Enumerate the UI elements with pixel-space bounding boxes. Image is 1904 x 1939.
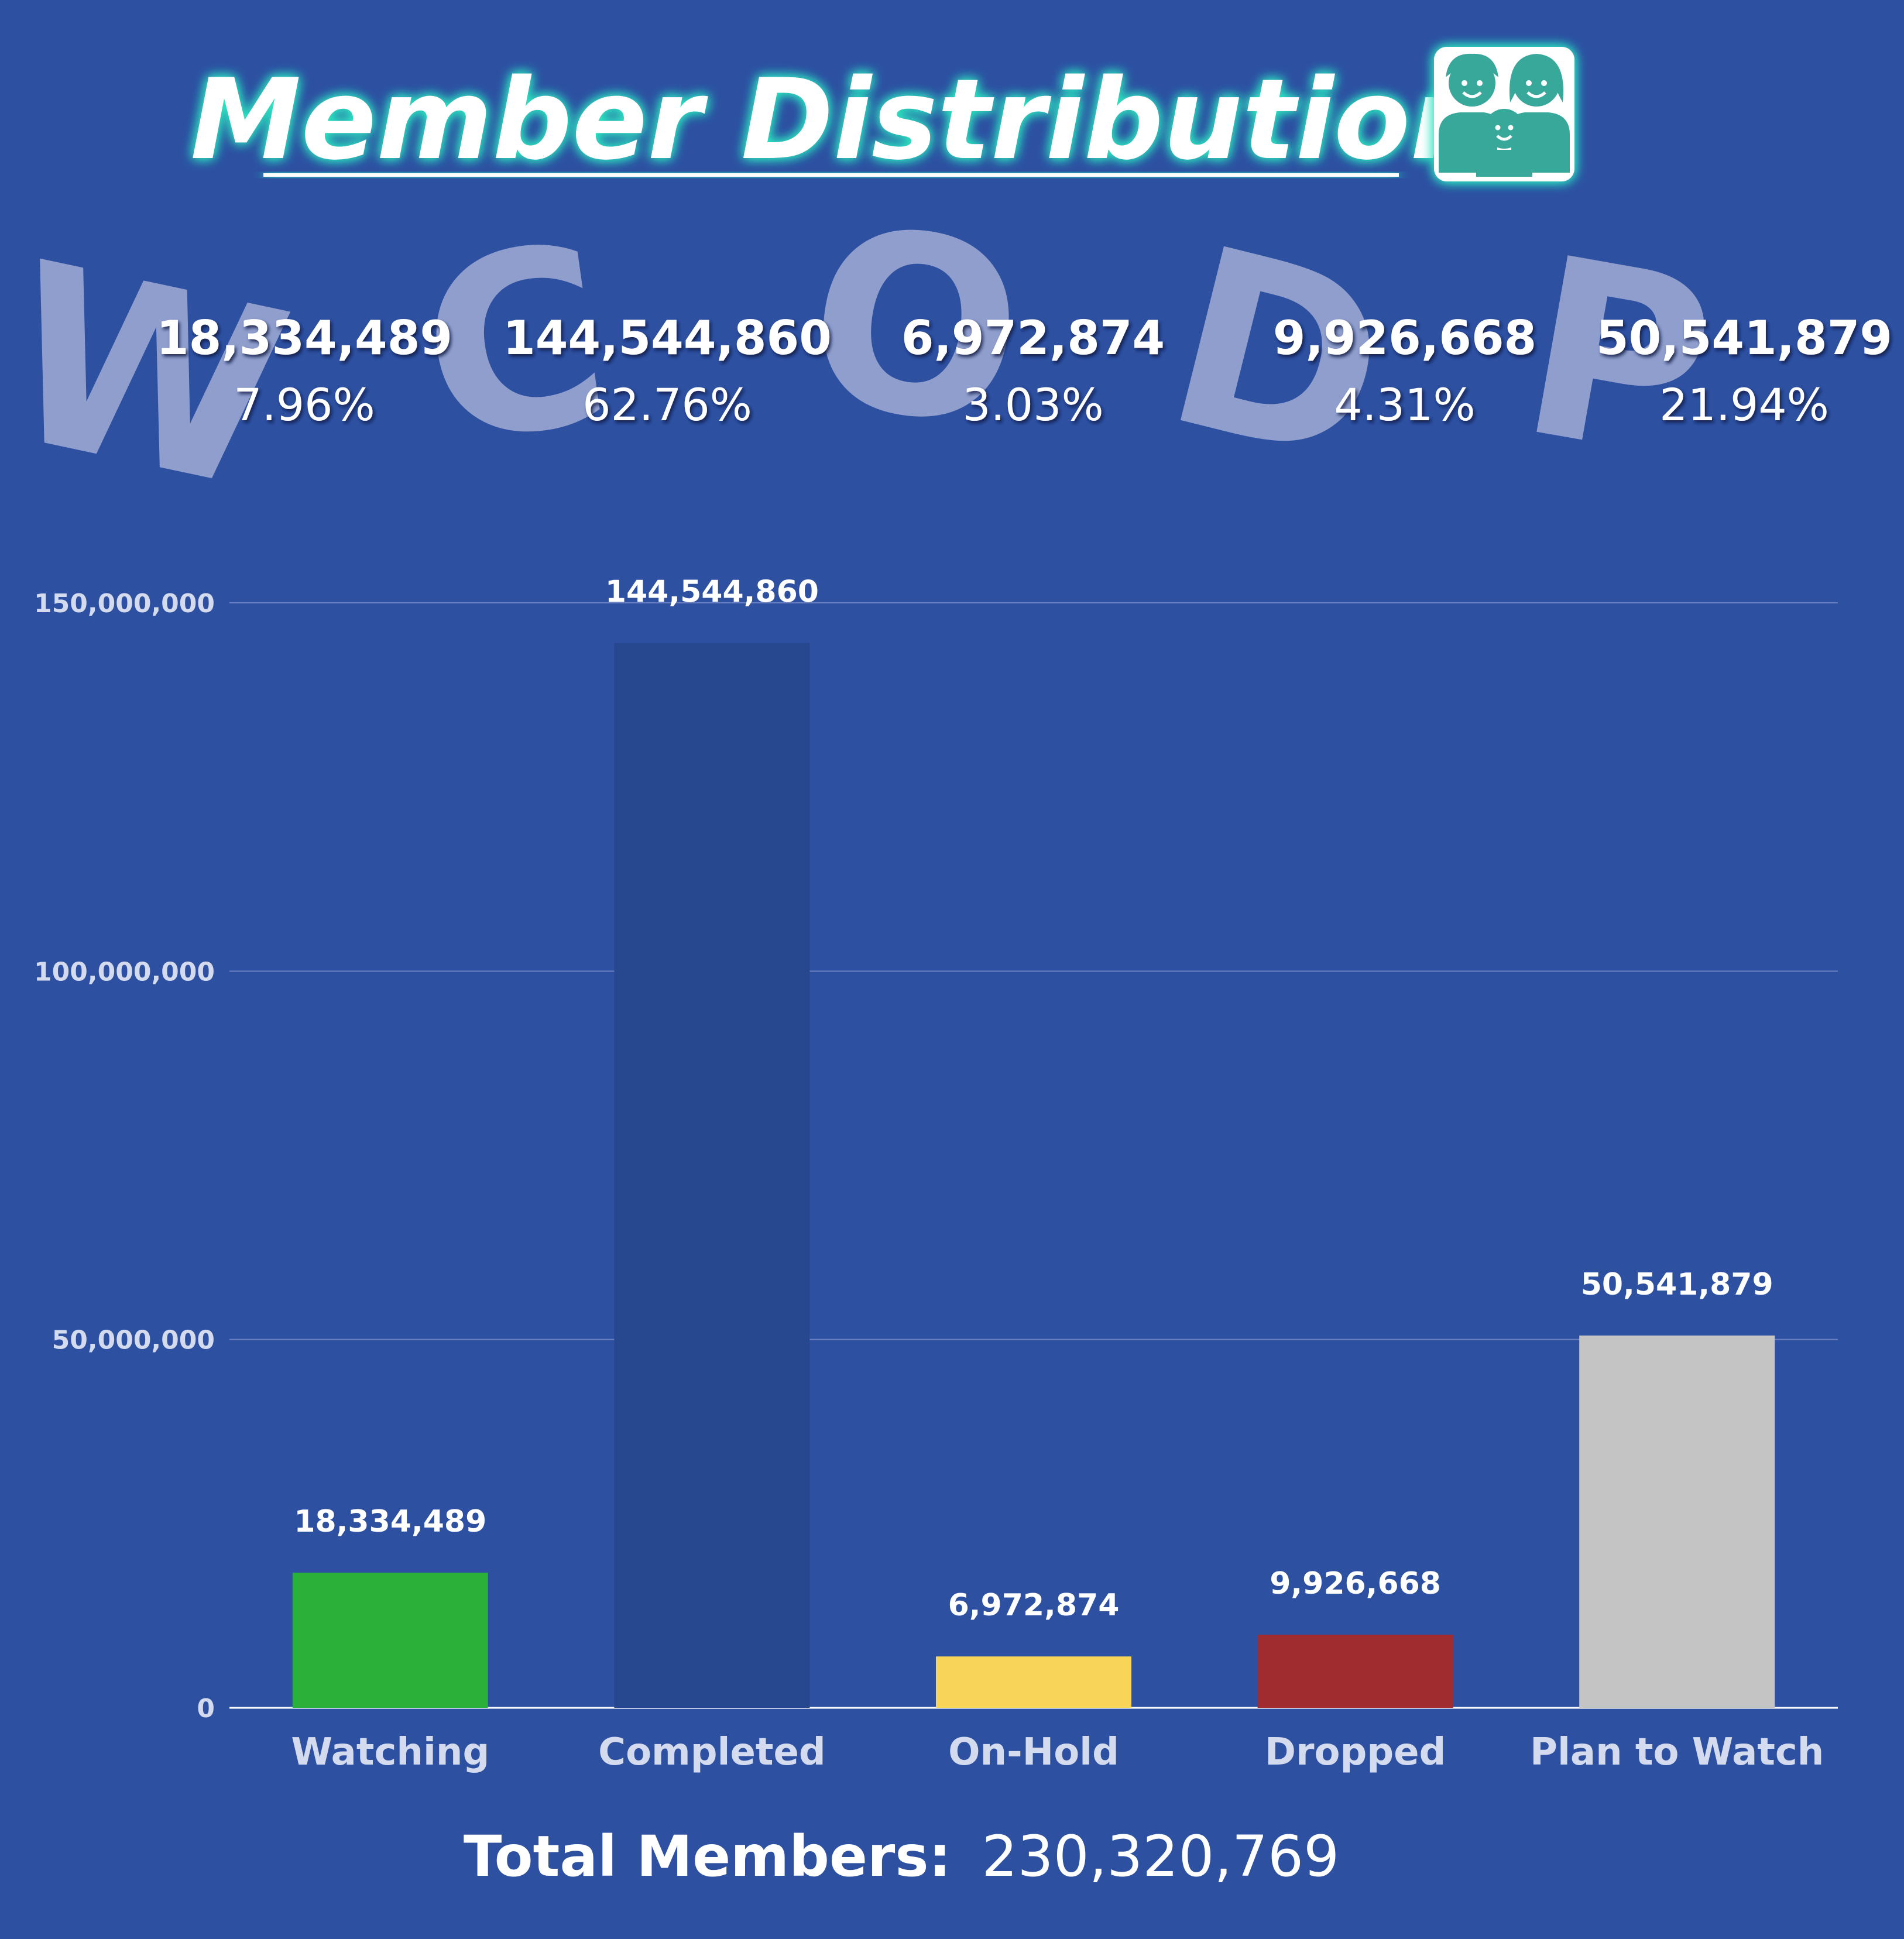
summary-percent: 62.76% [582, 379, 752, 431]
bar-value-label: 9,926,668 [1270, 1566, 1441, 1601]
y-tick-label: 100,000,000 [34, 957, 215, 987]
bar [1257, 1635, 1453, 1708]
y-tick-label: 150,000,000 [34, 589, 215, 619]
bars [292, 643, 1775, 1708]
watermark-letter: O [792, 171, 1039, 484]
total-value: 230,320,769 [982, 1824, 1339, 1889]
x-category-label: Dropped [1265, 1731, 1446, 1774]
summary-count: 9,926,668 [1273, 311, 1536, 365]
bar-value-label: 50,541,879 [1581, 1267, 1773, 1302]
bar-value-label: 144,544,860 [605, 575, 819, 610]
x-category-label: Plan to Watch [1530, 1731, 1824, 1774]
bar [292, 1573, 488, 1708]
summary-count: 6,972,874 [901, 311, 1165, 365]
bar-chart: 0 50,000,000 100,000,000 150,000,000 18,334… [34, 575, 1838, 1774]
summary-percent: 21.94% [1659, 379, 1829, 431]
bar [614, 643, 810, 1708]
x-category-label: On-Hold [948, 1731, 1119, 1774]
y-tick-label: 0 [197, 1694, 215, 1724]
x-category-label: Watching [291, 1731, 489, 1774]
summary-count: 18,334,489 [156, 311, 452, 365]
watermark-letter: C [406, 191, 625, 500]
bar-value-label: 6,972,874 [948, 1588, 1120, 1623]
chart-title: Member Distribution [190, 55, 1489, 184]
total-label: Total Members: [464, 1824, 951, 1889]
summary-percent: 7.96% [234, 379, 375, 431]
family-icon [1434, 47, 1574, 181]
bar-value-labels: 18,334,489 144,544,860 6,972,874 9,926,668 5… [294, 575, 1773, 1624]
total-members: Total Members: 230,320,769 [464, 1824, 1339, 1889]
watermark-letter: W [0, 210, 308, 546]
title-underline [263, 173, 1399, 177]
summary-count: 144,544,860 [503, 311, 832, 365]
summary-percent: 4.31% [1334, 379, 1475, 431]
x-category-label: Completed [598, 1731, 826, 1774]
status-summary: 18,334,489 7.96% 144,544,860 62.76% 6,972,87… [156, 311, 1892, 431]
y-tick-label: 50,000,000 [52, 1326, 215, 1355]
bar [1579, 1335, 1775, 1708]
y-axis-ticks: 0 50,000,000 100,000,000 150,000,000 [34, 589, 215, 1724]
bar [936, 1656, 1131, 1708]
summary-count: 50,541,879 [1596, 311, 1892, 365]
summary-percent: 3.03% [962, 379, 1103, 431]
bar-value-label: 18,334,489 [294, 1504, 486, 1539]
x-axis-categories: Watching Completed On-Hold Dropped Plan to W… [291, 1731, 1824, 1774]
title-group: Member Distribution [190, 47, 1574, 184]
